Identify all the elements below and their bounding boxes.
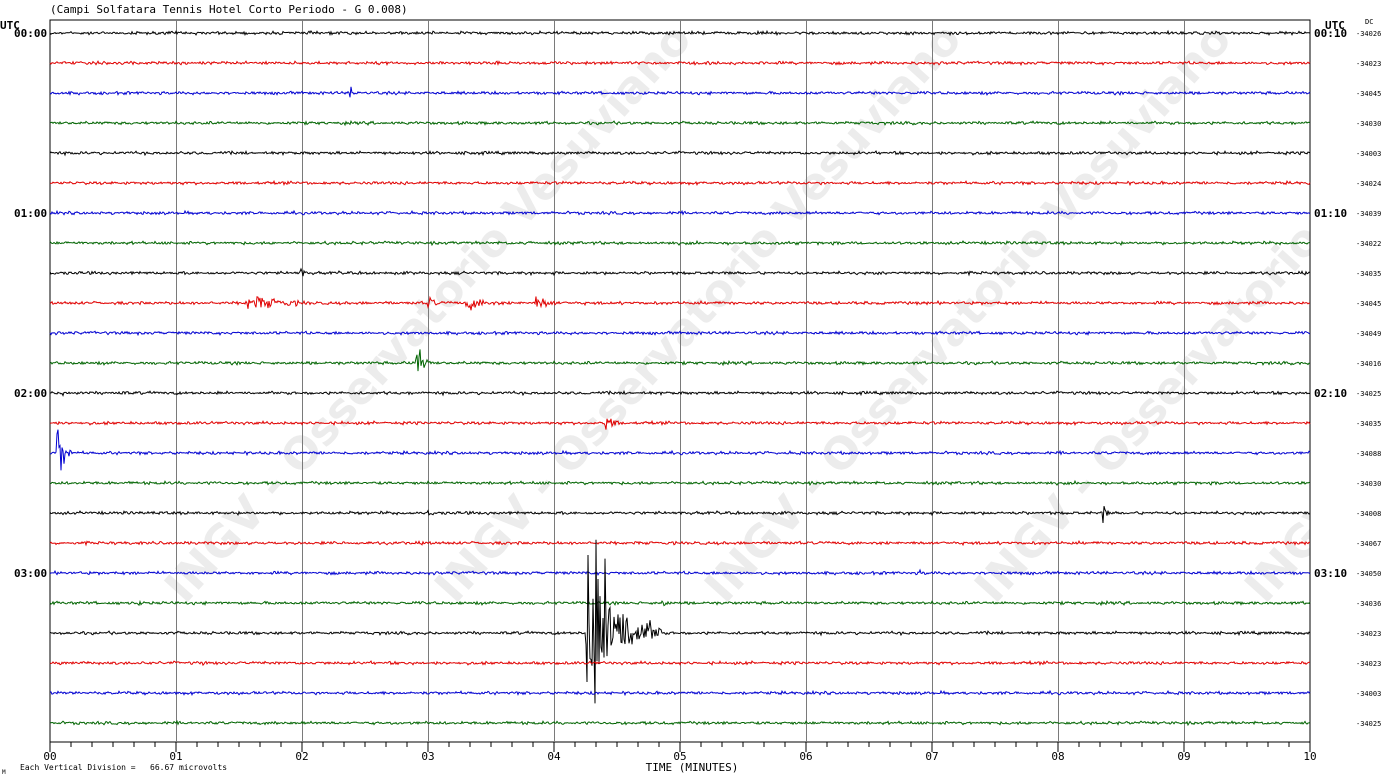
trace-line bbox=[50, 119, 1311, 127]
trace-line bbox=[49, 179, 1311, 187]
trace-line bbox=[49, 60, 1311, 67]
trace-line bbox=[49, 418, 1311, 430]
x-tick-label: 01 bbox=[169, 750, 182, 763]
chart-title: (Campi Solfatara Tennis Hotel Corto Peri… bbox=[50, 3, 408, 16]
dc-value: -34003 bbox=[1356, 150, 1381, 158]
dc-value: -34023 bbox=[1356, 660, 1381, 668]
trace-line bbox=[49, 209, 1311, 216]
trace-line bbox=[49, 239, 1311, 247]
trace-line bbox=[49, 86, 1311, 98]
dc-value: -34049 bbox=[1356, 330, 1381, 338]
dc-value: -34036 bbox=[1356, 600, 1381, 608]
dc-value: -34045 bbox=[1356, 90, 1381, 98]
trace-line bbox=[49, 539, 1311, 704]
x-tick-label: 02 bbox=[295, 750, 308, 763]
trace-line bbox=[49, 29, 1311, 37]
trace-line bbox=[49, 390, 1311, 397]
trace-line bbox=[49, 479, 1311, 487]
trace-line bbox=[49, 719, 1311, 727]
x-tick-label: 00 bbox=[43, 750, 56, 763]
left-utc-header: UTC bbox=[0, 19, 20, 32]
dc-value: -34030 bbox=[1356, 480, 1381, 488]
dc-value: -34024 bbox=[1356, 180, 1381, 188]
dc-value: -34025 bbox=[1356, 720, 1381, 728]
trace-line bbox=[49, 267, 1311, 277]
x-tick-label: 07 bbox=[925, 750, 938, 763]
left-time-label: 00:00 bbox=[14, 27, 47, 40]
x-tick-label: 06 bbox=[799, 750, 812, 763]
trace-line bbox=[49, 505, 1311, 524]
trace-line bbox=[49, 539, 1311, 547]
dc-value: -34003 bbox=[1356, 690, 1381, 698]
x-tick-label: 09 bbox=[1177, 750, 1190, 763]
dc-value: -34045 bbox=[1356, 300, 1381, 308]
dc-value: -34088 bbox=[1356, 450, 1381, 458]
dc-value: -34016 bbox=[1356, 360, 1381, 368]
watermark-text-1: INGV - Osservatorio Vesuviano bbox=[425, 14, 971, 613]
left-time-label: 03:00 bbox=[14, 567, 47, 580]
trace-line bbox=[49, 568, 1311, 577]
right-time-label: 00:10 bbox=[1314, 27, 1347, 40]
trace-line bbox=[49, 689, 1311, 697]
dc-value: -34050 bbox=[1356, 570, 1381, 578]
dc-value: -34023 bbox=[1356, 60, 1381, 68]
trace-line bbox=[49, 599, 1311, 607]
left-time-label: 01:00 bbox=[14, 207, 47, 220]
x-tick-label: 05 bbox=[673, 750, 686, 763]
right-time-label: 02:10 bbox=[1314, 387, 1347, 400]
trace-line bbox=[49, 330, 1311, 337]
dc-value: -34030 bbox=[1356, 120, 1381, 128]
footer-scale: Each Vertical Division = 66.67 microvolt… bbox=[20, 763, 227, 772]
left-time-label: 02:00 bbox=[14, 387, 47, 400]
trace-line bbox=[49, 659, 1311, 667]
dc-value: -34026 bbox=[1356, 30, 1381, 38]
dc-value: -34022 bbox=[1356, 240, 1381, 248]
trace-line bbox=[49, 295, 1310, 311]
x-axis-label: TIME (MINUTES) bbox=[646, 761, 739, 774]
dc-value: -34067 bbox=[1356, 540, 1381, 548]
trace-line bbox=[49, 349, 1311, 372]
x-tick-label: 04 bbox=[547, 750, 561, 763]
trace-line bbox=[50, 429, 1311, 471]
x-tick-label: 08 bbox=[1051, 750, 1064, 763]
right-time-label: 03:10 bbox=[1314, 567, 1347, 580]
dc-value: -34008 bbox=[1356, 510, 1381, 518]
dc-value: -34039 bbox=[1356, 210, 1381, 218]
dc-header: DC bbox=[1365, 18, 1373, 26]
footer-mark: M bbox=[2, 769, 6, 776]
trace-line bbox=[49, 150, 1311, 157]
dc-value: -34023 bbox=[1356, 630, 1381, 638]
x-axis-ticks: 00 01 02 03 04 05 06 07 08 09 10 bbox=[43, 742, 1317, 763]
dc-value: -34035 bbox=[1356, 420, 1381, 428]
x-tick-label: 10 bbox=[1303, 750, 1316, 763]
trace-group: -34026 -34023 -34045 -34030 -34003 -34024 -340… bbox=[14, 27, 1381, 728]
dc-value: -34035 bbox=[1356, 270, 1381, 278]
right-utc-header: UTC bbox=[1325, 19, 1345, 32]
dc-value: -34025 bbox=[1356, 390, 1381, 398]
right-time-label: 01:10 bbox=[1314, 207, 1347, 220]
watermark-text-2: INGV - Osservatorio Vesuviano bbox=[695, 14, 1241, 613]
x-tick-label: 03 bbox=[421, 750, 434, 763]
